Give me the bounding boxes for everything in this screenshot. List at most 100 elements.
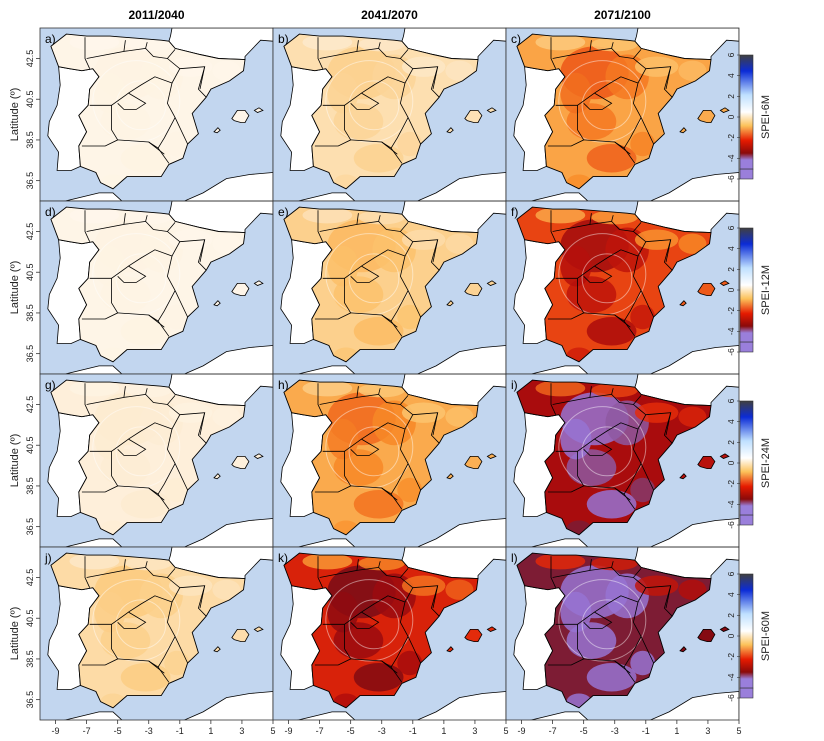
region-border xyxy=(145,567,176,578)
region-border xyxy=(611,394,642,405)
region-border xyxy=(145,394,176,405)
panel-label: c) xyxy=(511,32,521,46)
column-title: 2071/2100 xyxy=(594,8,651,22)
colorbar-tick-label: -4 xyxy=(726,500,736,508)
region-border xyxy=(317,210,324,242)
colorbar: 6 4 2 0 -2 -4 -6 SPEI-6M xyxy=(726,52,772,182)
column-title: 2041/2070 xyxy=(361,8,418,22)
lat-tick-label: 36.5 xyxy=(25,345,35,363)
spain-outline xyxy=(283,552,479,709)
balearic-island xyxy=(231,110,250,123)
panel-label: d) xyxy=(45,205,56,219)
panel-label: f) xyxy=(511,205,518,219)
region-border xyxy=(350,611,380,629)
lon-tick-label: -7 xyxy=(83,726,91,736)
balearic-island xyxy=(253,107,264,113)
region-border xyxy=(614,660,631,674)
colorbar: 6 4 2 0 -2 -4 -6 SPEI-24M xyxy=(726,398,772,528)
lat-tick-label: 40.5 xyxy=(25,90,35,108)
map-panel: i) xyxy=(505,373,740,548)
region-border xyxy=(89,231,181,279)
colorbar-tick-label: 6 xyxy=(726,52,736,57)
region-border xyxy=(322,231,414,279)
region-border xyxy=(317,37,324,69)
spei-field xyxy=(516,380,711,535)
balearic-island xyxy=(446,473,454,480)
lon-tick-label: -5 xyxy=(347,726,355,736)
region-border xyxy=(550,210,557,242)
lon-tick-label: 3 xyxy=(705,726,710,736)
balearic-island xyxy=(719,626,730,632)
region-border xyxy=(378,567,409,578)
region-border xyxy=(645,585,673,617)
map-panel: a) xyxy=(39,27,274,202)
lon-tick-label: -5 xyxy=(580,726,588,736)
y-axis-label: Latitude (º) xyxy=(9,434,21,488)
region-border xyxy=(632,82,654,145)
region-border xyxy=(166,428,188,491)
region-border xyxy=(555,231,647,279)
lon-tick-label: -7 xyxy=(549,726,557,736)
region-border xyxy=(179,412,207,444)
balearic-island xyxy=(253,280,264,286)
balearic-island xyxy=(213,127,221,134)
region-border xyxy=(665,239,672,263)
region-border xyxy=(350,92,380,110)
colorbar-tick-label: -6 xyxy=(726,348,736,356)
region-border xyxy=(550,556,557,588)
lat-tick-label: 42.5 xyxy=(25,569,35,587)
region-border xyxy=(611,48,642,59)
region-border xyxy=(117,611,147,629)
africa-land xyxy=(529,345,739,374)
region-border xyxy=(145,221,176,232)
colorbar-tick-label: -6 xyxy=(726,694,736,702)
y-axis-label: Latitude (º) xyxy=(9,88,21,142)
map-panels: a) b) c) d) e) f) g) h) i) j) k) l) xyxy=(39,27,740,721)
colorbar-tick-label: -4 xyxy=(726,673,736,681)
spain-outline xyxy=(50,379,246,536)
region-border xyxy=(179,66,207,98)
colorbar: 6 4 2 0 -2 -4 -6 SPEI-12M xyxy=(726,225,772,355)
balearic-island xyxy=(446,300,454,307)
colorbar-tick-label: 2 xyxy=(726,267,736,272)
region-border xyxy=(432,66,439,90)
spain-outline xyxy=(283,379,479,536)
lat-tick-label: 38.5 xyxy=(25,650,35,668)
spain-outline xyxy=(516,33,712,190)
region-border xyxy=(632,601,654,664)
panel-label: e) xyxy=(278,205,289,219)
region-border xyxy=(412,66,440,98)
column-titles: 2011/2040 2041/2070 2071/2100 xyxy=(128,8,651,22)
region-border xyxy=(199,66,206,90)
region-border xyxy=(614,487,631,501)
region-border xyxy=(412,585,440,617)
region-border xyxy=(317,556,324,588)
region-border xyxy=(583,438,613,456)
region-border xyxy=(550,383,557,415)
colorbar-tick-label: -2 xyxy=(726,134,736,142)
balearic-island xyxy=(464,283,483,296)
region-border xyxy=(322,577,414,625)
region-border xyxy=(199,412,206,436)
lon-tick-label: 3 xyxy=(239,726,244,736)
panel-label: l) xyxy=(511,551,518,565)
map-panel: d) xyxy=(39,200,274,375)
colorbar-tick-label: -4 xyxy=(726,154,736,162)
panel-label: k) xyxy=(278,551,288,565)
balearic-island xyxy=(697,456,716,469)
africa-land xyxy=(296,691,506,720)
balearic-island xyxy=(213,473,221,480)
region-border xyxy=(432,412,439,436)
balearic-island xyxy=(213,300,221,307)
lat-tick-label: 38.5 xyxy=(25,131,35,149)
lon-tick-label: 5 xyxy=(270,726,275,736)
map-panel: h) xyxy=(272,373,507,548)
region-border xyxy=(84,37,91,69)
colorbar-title: SPEI-60M xyxy=(760,611,772,661)
africa-land xyxy=(529,691,739,720)
africa-land xyxy=(296,172,506,201)
lat-tick-label: 38.5 xyxy=(25,304,35,322)
region-border xyxy=(89,577,181,625)
region-border xyxy=(381,141,398,155)
colorbar-tick-label: -6 xyxy=(726,175,736,183)
